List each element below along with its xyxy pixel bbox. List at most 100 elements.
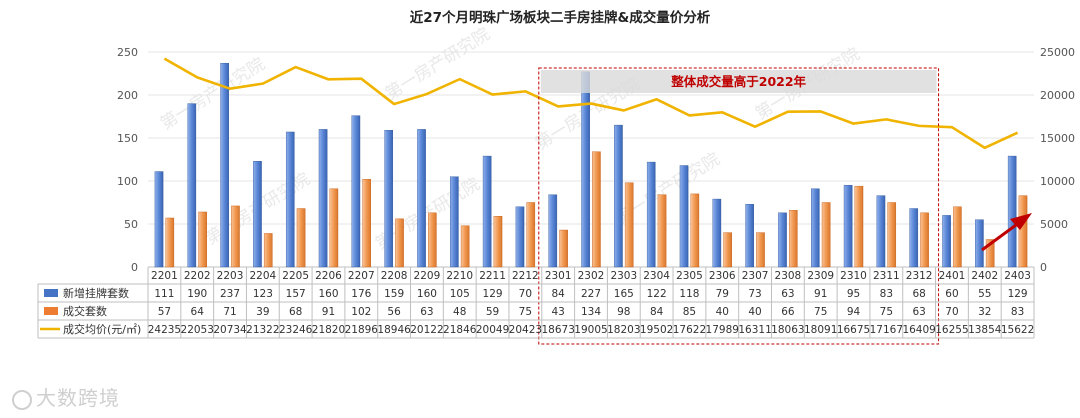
listing-bar (811, 188, 820, 268)
logo-icon (12, 389, 32, 410)
table-cell: 56 (387, 306, 401, 318)
table-cell: 60 (945, 288, 958, 300)
table-cell: 20423 (509, 324, 542, 336)
annotation-dashed-frame (538, 67, 940, 345)
table-cell: 19502 (640, 324, 673, 336)
listing-bar (581, 71, 590, 268)
table-cell: 57 (158, 306, 171, 318)
table-cell: 94 (847, 306, 861, 318)
grid-lines (148, 51, 1034, 268)
table-cell: 129 (1008, 288, 1028, 300)
table-cell: 32 (978, 306, 991, 318)
price-line-layer (163, 57, 1032, 252)
bars-layer (154, 62, 1028, 268)
table-cell: 71 (223, 306, 236, 318)
brand-logo: 大数跨境 (12, 382, 120, 411)
deal-bar (920, 212, 929, 268)
table-cell: 237 (220, 288, 240, 300)
table-cell: 102 (351, 306, 371, 318)
table-cell: 68 (912, 288, 925, 300)
listing-bar (285, 131, 295, 268)
listing-bar (843, 185, 853, 268)
listing-bar (1007, 155, 1017, 268)
deal-bar (854, 185, 864, 268)
watermark-layer: 第一房产研究院第一房产研究院第一房产研究院第一房产研究院第一房产研究院第一房产研… (157, 24, 864, 254)
deal-bar (231, 205, 240, 268)
listing-bar (154, 171, 164, 268)
table-cell: 21846 (443, 324, 477, 336)
table-cell: 13854 (968, 324, 1002, 336)
table-cell: 160 (417, 288, 437, 300)
category-label: 2210 (446, 270, 473, 282)
watermark-text: 第一房产研究院 (382, 24, 494, 104)
table-cell: 98 (617, 306, 630, 318)
table-cell: 21820 (312, 324, 345, 336)
deal-bar (460, 225, 470, 268)
category-label: 2207 (348, 270, 375, 282)
table-cell: 165 (614, 288, 634, 300)
deal-bar (395, 218, 404, 268)
deal-bar (756, 232, 765, 268)
deal-bar (985, 239, 995, 268)
y-right-tick-label: 0 (1040, 261, 1047, 274)
category-label: 2205 (282, 270, 309, 282)
table-cell: 16409 (902, 324, 935, 336)
deal-bar (592, 151, 601, 268)
y-right-tick-label: 25000 (1040, 46, 1075, 59)
table-cell: 70 (945, 306, 958, 318)
listing-bar (712, 198, 722, 268)
table-cell: 129 (483, 288, 503, 300)
table-cell: 159 (384, 288, 404, 300)
table-cell: 160 (318, 288, 338, 300)
category-label: 2204 (249, 270, 276, 282)
listing-bar (187, 103, 197, 268)
category-label: 2310 (840, 270, 867, 282)
y-left-tick-label: 150 (117, 132, 138, 145)
deal-bar (526, 202, 536, 268)
table-cell: 84 (650, 306, 664, 318)
deal-bar (690, 193, 700, 268)
table-cell: 18063 (771, 324, 804, 336)
category-label: 2212 (512, 270, 539, 282)
category-label: 2303 (610, 270, 637, 282)
listing-bar (220, 62, 229, 268)
table-cell: 17167 (870, 324, 903, 336)
avg-price-line (163, 57, 1019, 150)
table-cell: 17989 (706, 324, 739, 336)
table-cell: 24235 (148, 324, 181, 336)
deal-bar (953, 206, 962, 268)
category-label: 2301 (545, 270, 572, 282)
axes-layer: 0 50 100 150 200 250 0 5000 10000 15000 20000 25000 (117, 46, 1075, 274)
table-cell: 19005 (574, 324, 607, 336)
deal-bar (788, 210, 798, 268)
listing-bar (646, 161, 656, 268)
category-label: 2403 (1004, 270, 1031, 282)
table-cell: 118 (679, 288, 699, 300)
category-label: 2203 (217, 270, 244, 282)
table-cell: 16675 (837, 324, 870, 336)
table-cell: 64 (191, 306, 205, 318)
listing-bar (909, 208, 919, 268)
table-cell: 122 (647, 288, 667, 300)
listing-bar (450, 176, 459, 268)
table-cell: 176 (351, 288, 371, 300)
category-label: 2311 (873, 270, 900, 282)
table-cell: 73 (748, 288, 761, 300)
table-cell: 18091 (804, 324, 837, 336)
table-cell: 84 (551, 288, 565, 300)
y-right-tick-label: 20000 (1040, 89, 1075, 102)
deal-bar (198, 211, 207, 268)
category-label: 2402 (971, 270, 998, 282)
legend-label: 成交套数 (63, 304, 107, 318)
table-cell: 18203 (607, 324, 640, 336)
legend-label: 新增挂牌套数 (63, 286, 129, 300)
category-label: 2201 (151, 270, 178, 282)
category-label: 2306 (709, 270, 736, 282)
category-label: 2307 (742, 270, 769, 282)
annotation-text: 整体成交量高于2022年 (671, 74, 806, 89)
listing-bar (318, 129, 328, 268)
deal-bar (1018, 195, 1028, 268)
listing-bar (548, 194, 558, 268)
table-cell: 66 (781, 306, 795, 318)
